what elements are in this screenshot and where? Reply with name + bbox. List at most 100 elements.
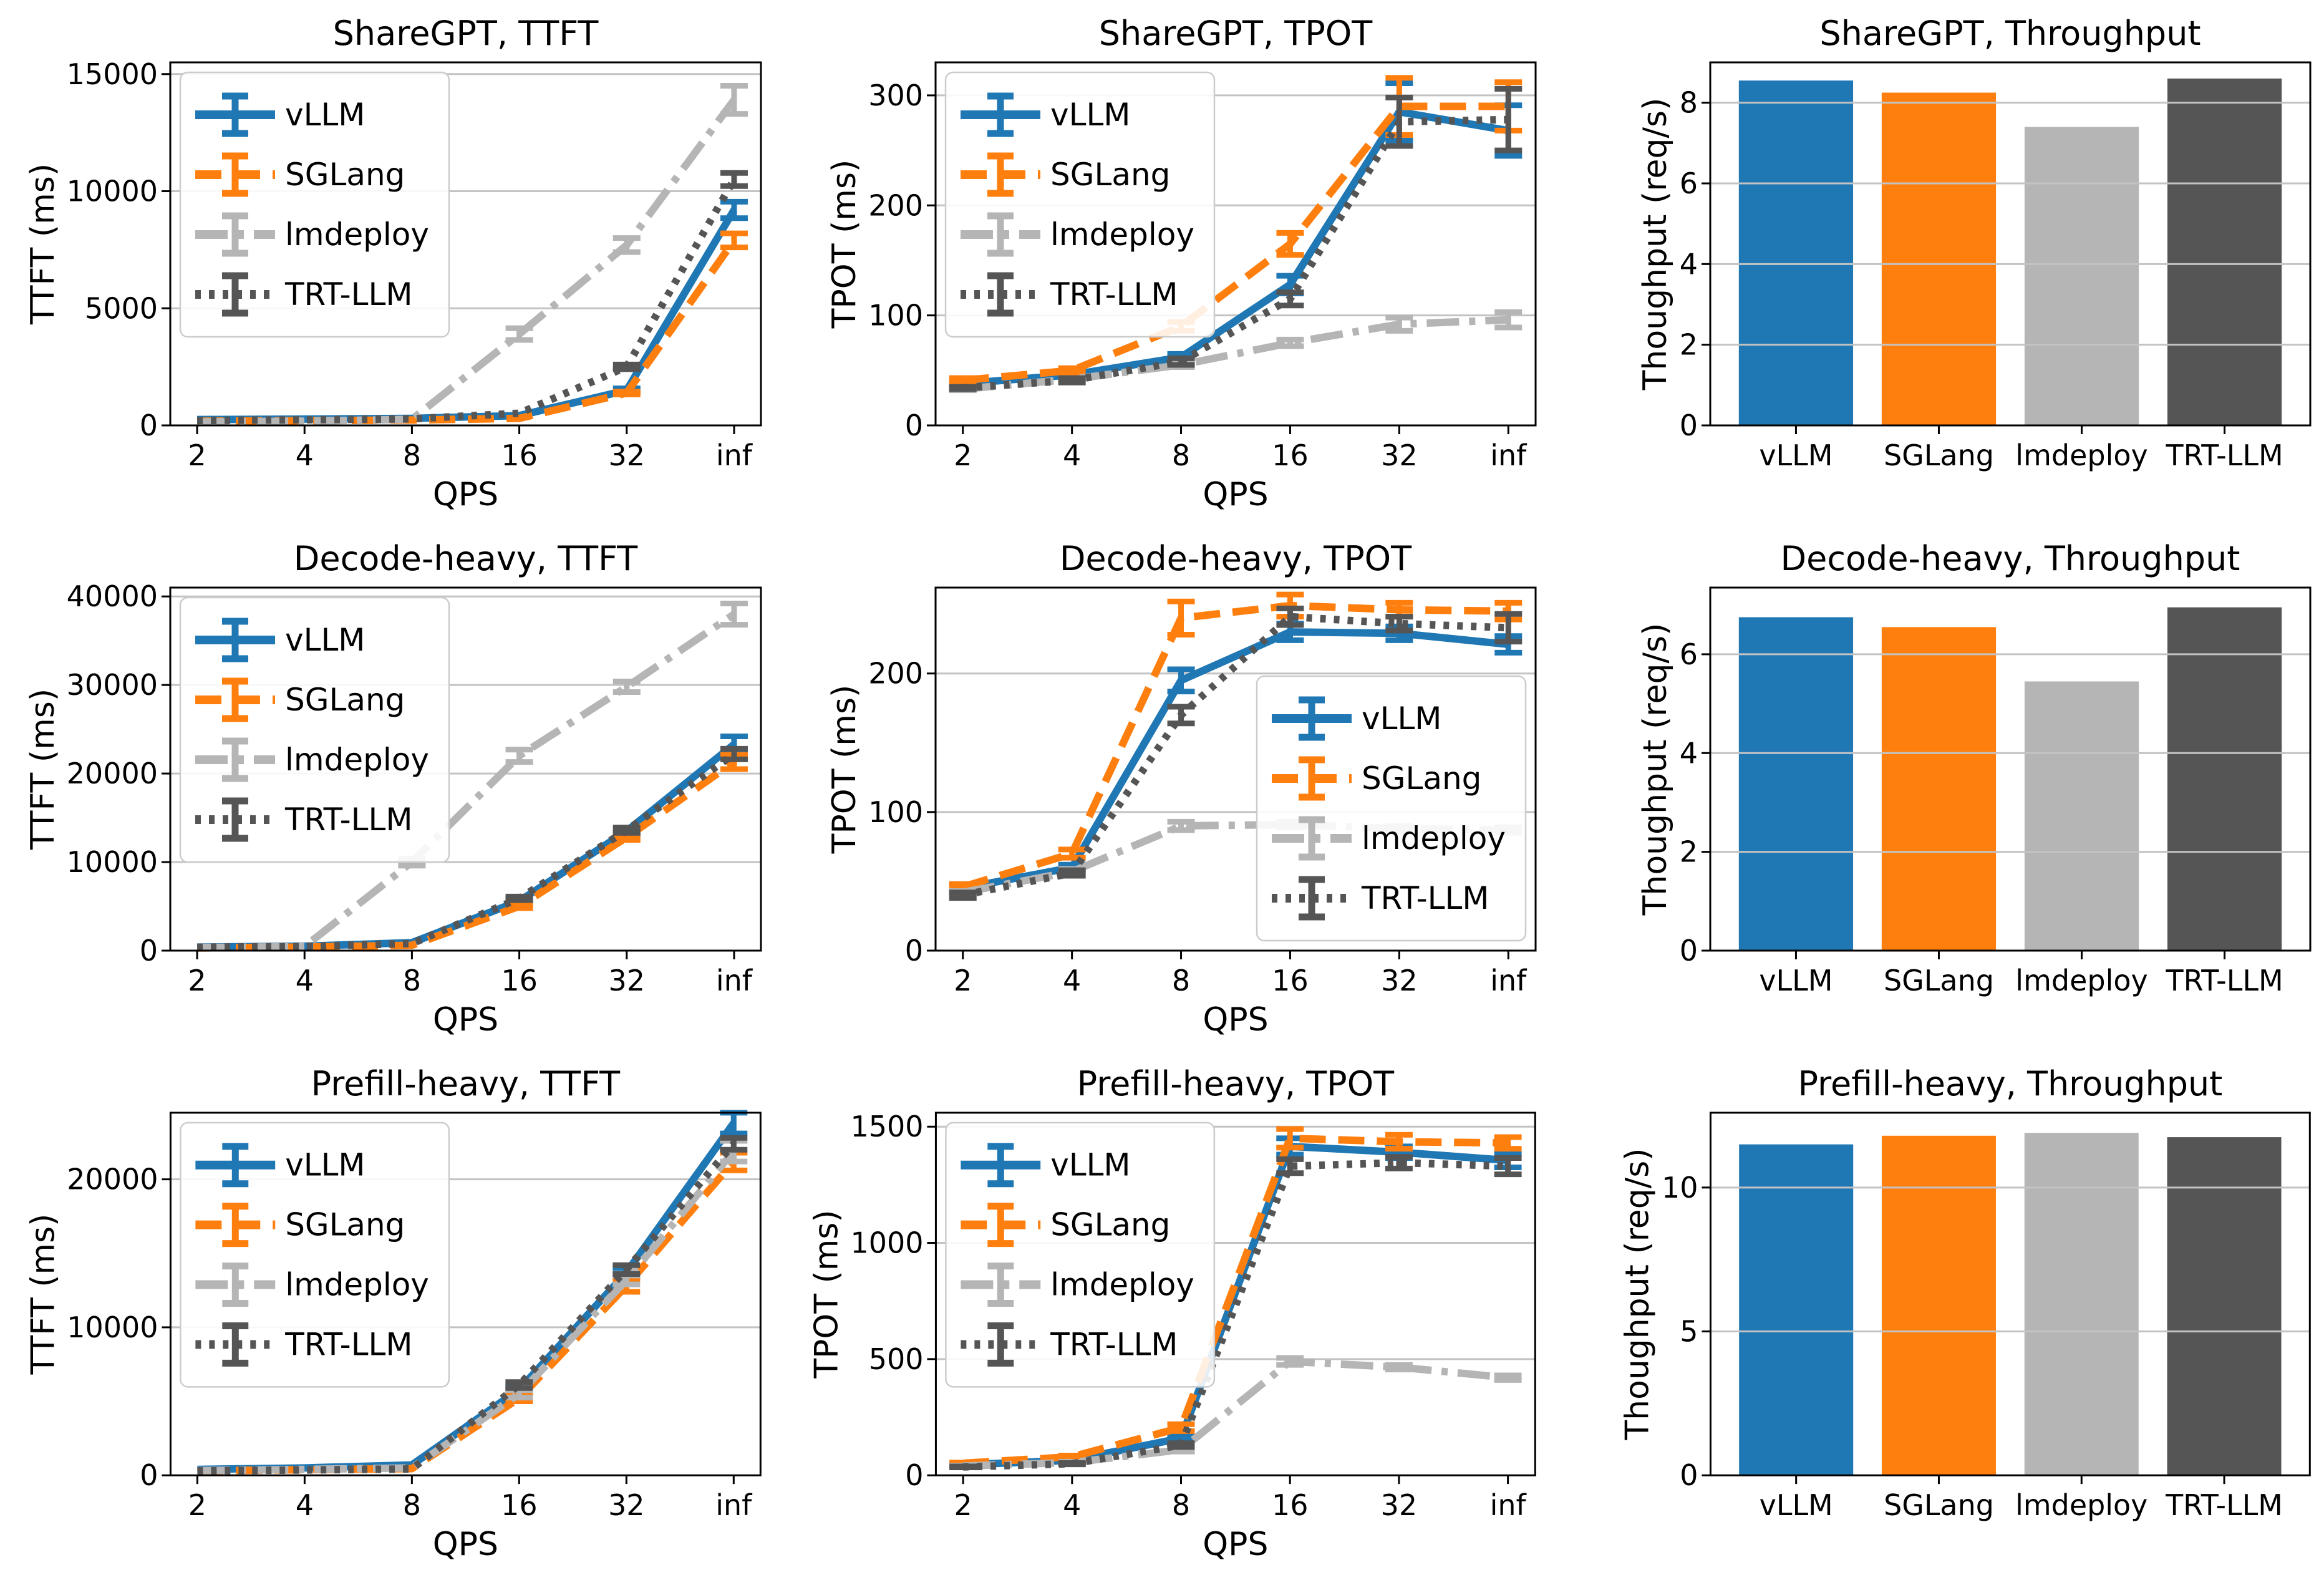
series-line-SGLang bbox=[962, 102, 1509, 384]
x-tick-label: lmdeploy bbox=[2015, 1488, 2147, 1522]
y-tick-label: 10000 bbox=[67, 845, 158, 879]
y-tick-label: 300 bbox=[868, 79, 923, 112]
series-lmdeploy bbox=[197, 83, 748, 426]
x-tick-label: 16 bbox=[1272, 1488, 1308, 1522]
legend: vLLM SGLang lmdeploy TRT-LLM bbox=[179, 71, 450, 338]
y-tick-label: 0 bbox=[140, 409, 158, 442]
legend-label: SGLang bbox=[285, 157, 405, 193]
series-TRT-LLM bbox=[949, 605, 1523, 901]
x-tick-label: 4 bbox=[296, 439, 314, 472]
legend: vLLM SGLang lmdeploy TRT-LLM bbox=[180, 1122, 450, 1388]
legend-label: lmdeploy bbox=[1050, 1267, 1194, 1303]
chart-decode-heavy-throughput: 0 2 4 6 vLLM SGLang lmdeploy TRT-LLM Decode-heav… bbox=[1549, 525, 2324, 1050]
legend-entry-lmdeploy: lmdeploy bbox=[195, 737, 429, 782]
bar-TRT-LLM bbox=[2167, 607, 2282, 951]
legend-entry-TRT-LLM: TRT-LLM bbox=[195, 272, 413, 317]
y-tick-label: 2 bbox=[1680, 328, 1698, 362]
y-tick-label: 15000 bbox=[67, 57, 158, 91]
legend-entry-TRT-LLM: TRT-LLM bbox=[195, 797, 413, 842]
legend-entry-SGLang: SGLang bbox=[195, 152, 405, 197]
y-axis-label: TTFT (ms) bbox=[24, 163, 62, 325]
x-tick-label: inf bbox=[716, 439, 753, 472]
legend-label: lmdeploy bbox=[285, 1267, 429, 1303]
x-tick-label: 4 bbox=[296, 964, 314, 997]
y-tick-label: 4 bbox=[1680, 247, 1698, 281]
legend-label: SGLang bbox=[1050, 157, 1170, 193]
bar-vLLM bbox=[1739, 1144, 1854, 1476]
y-tick-label: 6 bbox=[1680, 637, 1698, 671]
y-tick-label: 6 bbox=[1680, 167, 1698, 200]
legend-entry-lmdeploy: lmdeploy bbox=[961, 1262, 1194, 1307]
legend-entry-lmdeploy: lmdeploy bbox=[961, 212, 1194, 257]
bar-chart-svg: 0 5 10 vLLM SGLang lmdeploy TRT-LLM Prefill-hea… bbox=[1619, 1064, 2311, 1522]
x-tick-label: inf bbox=[715, 1488, 753, 1522]
x-tick-label: 16 bbox=[501, 439, 538, 472]
x-tick-label: 2 bbox=[188, 1488, 206, 1522]
x-tick-label: 2 bbox=[954, 1488, 972, 1522]
series-TRT-LLM bbox=[196, 745, 748, 951]
legend-entry-vLLM: vLLM bbox=[961, 1143, 1131, 1188]
y-tick-label: 10000 bbox=[67, 1311, 158, 1344]
legend-label: vLLM bbox=[285, 1147, 365, 1183]
x-tick-label: TRT-LLM bbox=[2166, 439, 2283, 472]
chart-sharegpt-ttft: 0 5000 10000 15000 2 4 8 16 32 inf ShareGPT, TTFT Q… bbox=[0, 0, 775, 525]
legend-label: vLLM bbox=[285, 622, 365, 658]
x-tick-label: 16 bbox=[501, 1488, 537, 1522]
x-tick-label: inf bbox=[716, 964, 753, 997]
y-tick-label: 10 bbox=[1662, 1171, 1698, 1204]
legend-label: vLLM bbox=[1050, 1147, 1130, 1183]
x-tick-label: 32 bbox=[608, 439, 645, 472]
series-line-TRT-LLM bbox=[962, 1159, 1508, 1471]
y-axis-label: TPOT (ms) bbox=[826, 685, 863, 855]
series-lmdeploy bbox=[196, 601, 748, 952]
x-tick-label: inf bbox=[1490, 439, 1528, 472]
x-tick-label: 8 bbox=[403, 439, 421, 472]
series-TRT-LLM bbox=[197, 1135, 748, 1475]
legend-entry-lmdeploy: lmdeploy bbox=[195, 212, 429, 257]
bar-TRT-LLM bbox=[2167, 1137, 2282, 1476]
chart-decode-heavy-ttft: 0 10000 20000 30000 40000 2 4 8 16 32 inf Decode-he… bbox=[0, 525, 775, 1050]
legend: vLLM SGLang lmdeploy TRT-LLM bbox=[179, 596, 450, 863]
x-tick-label: 32 bbox=[608, 1488, 644, 1522]
axes-frame bbox=[934, 586, 1537, 952]
legend-box bbox=[944, 71, 1216, 338]
bar-lmdeploy bbox=[2024, 681, 2139, 951]
chart-sharegpt-tpot: 0 100 200 300 2 4 8 16 32 inf ShareGPT, TPOT QPS TPO… bbox=[775, 0, 1549, 525]
x-tick-label: vLLM bbox=[1759, 439, 1833, 472]
legend-entry-SGLang: SGLang bbox=[195, 1203, 405, 1248]
y-axis-label: TPOT (ms) bbox=[808, 1209, 846, 1379]
x-tick-label: 4 bbox=[1063, 964, 1081, 997]
y-tick-label: 0 bbox=[905, 934, 923, 967]
x-axis-label: QPS bbox=[433, 1526, 498, 1563]
legend-entry-vLLM: vLLM bbox=[195, 92, 365, 137]
legend-label: lmdeploy bbox=[285, 742, 429, 778]
y-axis-label: Thoughput (req/s) bbox=[1637, 98, 1674, 391]
x-tick-label: lmdeploy bbox=[2015, 964, 2147, 997]
legend-entry-TRT-LLM: TRT-LLM bbox=[961, 272, 1178, 317]
legend-label: SGLang bbox=[1050, 1207, 1170, 1243]
legend-label: TRT-LLM bbox=[284, 1326, 412, 1362]
y-axis-label: TTFT (ms) bbox=[24, 689, 62, 850]
legend-label: lmdeploy bbox=[285, 216, 429, 253]
chart-title: Prefill-heavy, Throughput bbox=[1798, 1064, 2222, 1103]
bar-SGLang bbox=[1881, 1135, 1996, 1476]
series-line-lmdeploy bbox=[962, 1357, 1509, 1470]
chart-sharegpt-throughput: 0 2 4 6 8 vLLM SGLang lmdeploy TRT-LLM ShareGPT, … bbox=[1549, 0, 2324, 525]
y-tick-label: 0 bbox=[905, 1458, 923, 1492]
y-tick-label: 200 bbox=[868, 657, 923, 691]
legend-label: lmdeploy bbox=[1362, 820, 1506, 856]
y-axis-label: TTFT (ms) bbox=[25, 1214, 62, 1375]
x-axis-label: QPS bbox=[1203, 1001, 1268, 1039]
legend-entry-SGLang: SGLang bbox=[195, 677, 405, 722]
y-tick-label: 2 bbox=[1680, 835, 1698, 869]
series-line-lmdeploy bbox=[197, 1148, 737, 1475]
legend-entry-SGLang: SGLang bbox=[961, 1203, 1170, 1248]
y-tick-label: 8 bbox=[1680, 86, 1698, 120]
legend: vLLM SGLang lmdeploy TRT-LLM bbox=[945, 1122, 1216, 1388]
y-tick-label: 0 bbox=[140, 934, 158, 967]
bar-vLLM bbox=[1738, 617, 1854, 951]
legend-label: TRT-LLM bbox=[1050, 1326, 1178, 1362]
legend-entry-lmdeploy: lmdeploy bbox=[195, 1262, 429, 1307]
chart-decode-heavy-tpot: 0 100 200 2 4 8 16 32 inf Decode-heavy, TPOT QPS TP… bbox=[775, 525, 1549, 1050]
legend: vLLM SGLang lmdeploy TRT-LLM bbox=[1256, 675, 1527, 942]
